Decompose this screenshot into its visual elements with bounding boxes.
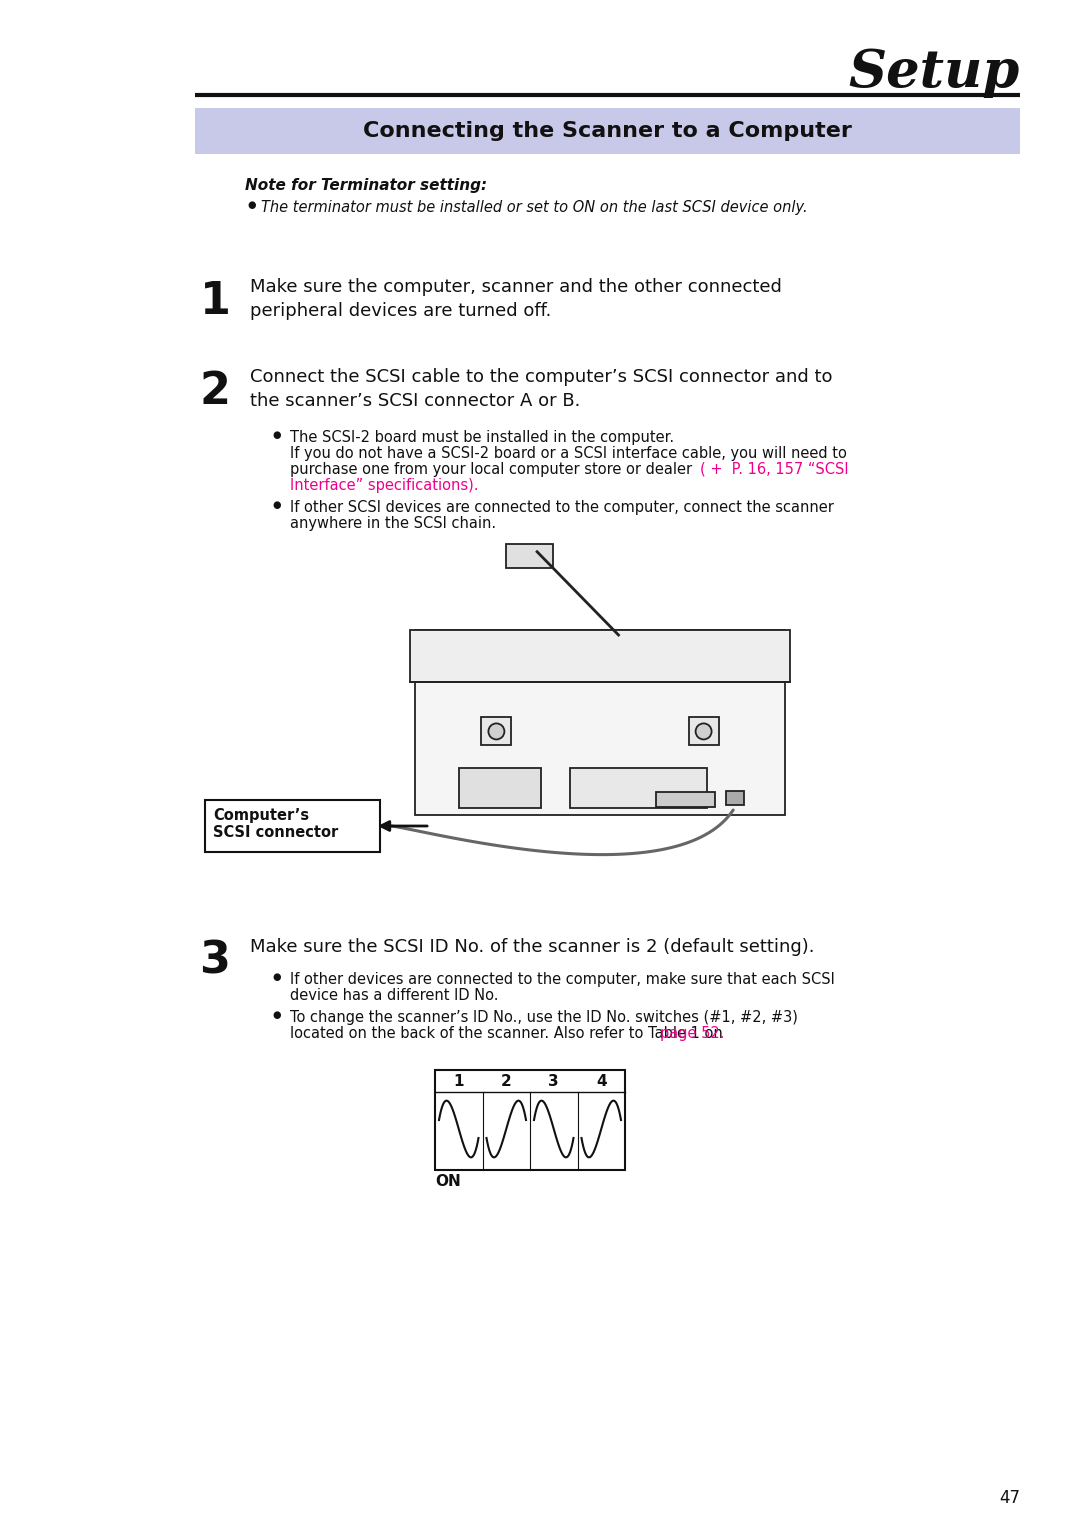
Text: ON: ON: [435, 1174, 461, 1189]
Text: 3: 3: [200, 940, 230, 983]
Text: Make sure the computer, scanner and the other connected: Make sure the computer, scanner and the …: [249, 278, 782, 296]
Text: Make sure the SCSI ID No. of the scanner is 2 (default setting).: Make sure the SCSI ID No. of the scanner…: [249, 938, 814, 957]
Text: To change the scanner’s ID No., use the ID No. switches (#1, #2, #3): To change the scanner’s ID No., use the …: [291, 1010, 798, 1025]
Text: the scanner’s SCSI connector A or B.: the scanner’s SCSI connector A or B.: [249, 393, 580, 410]
Text: ●: ●: [247, 200, 256, 209]
FancyBboxPatch shape: [689, 718, 718, 746]
Text: ●: ●: [272, 500, 281, 510]
Circle shape: [488, 723, 504, 740]
Text: purchase one from your local computer store or dealer: purchase one from your local computer st…: [291, 461, 697, 477]
Bar: [415, 630, 785, 814]
FancyBboxPatch shape: [482, 718, 512, 746]
Text: Interface” specifications).: Interface” specifications).: [291, 478, 478, 494]
Text: 1: 1: [454, 1074, 464, 1089]
Text: ( +  P. 16, 157 “SCSI: ( + P. 16, 157 “SCSI: [700, 461, 849, 477]
Bar: [726, 792, 744, 805]
Text: Connect the SCSI cable to the computer’s SCSI connector and to: Connect the SCSI cable to the computer’s…: [249, 368, 833, 387]
Text: If other SCSI devices are connected to the computer, connect the scanner: If other SCSI devices are connected to t…: [291, 500, 834, 515]
Text: page 52.: page 52.: [660, 1025, 725, 1041]
Bar: [410, 630, 789, 681]
Text: 3: 3: [549, 1074, 559, 1089]
Bar: [195, 108, 1020, 154]
Text: ●: ●: [272, 1010, 281, 1021]
Text: Note for Terminator setting:: Note for Terminator setting:: [245, 177, 487, 193]
Bar: [656, 792, 715, 807]
Bar: [570, 769, 707, 808]
Bar: [459, 769, 541, 808]
Bar: [205, 801, 380, 853]
Text: 4: 4: [596, 1074, 607, 1089]
Text: peripheral devices are turned off.: peripheral devices are turned off.: [249, 303, 552, 319]
Text: SCSI connector: SCSI connector: [213, 825, 338, 840]
Text: 2: 2: [200, 370, 230, 413]
Text: 47: 47: [999, 1488, 1020, 1507]
Text: device has a different ID No.: device has a different ID No.: [291, 989, 499, 1002]
Bar: [435, 1070, 625, 1170]
Text: Setup: Setup: [849, 46, 1020, 98]
Text: If you do not have a SCSI-2 board or a SCSI interface cable, you will need to: If you do not have a SCSI-2 board or a S…: [291, 446, 847, 461]
Text: ●: ●: [272, 972, 281, 983]
Text: located on the back of the scanner. Also refer to Table 1 on: located on the back of the scanner. Also…: [291, 1025, 727, 1041]
Text: Connecting the Scanner to a Computer: Connecting the Scanner to a Computer: [363, 121, 852, 141]
Text: 2: 2: [501, 1074, 512, 1089]
Circle shape: [696, 723, 712, 740]
Text: 1: 1: [200, 280, 230, 322]
FancyBboxPatch shape: [507, 544, 553, 568]
Text: ●: ●: [272, 429, 281, 440]
Text: If other devices are connected to the computer, make sure that each SCSI: If other devices are connected to the co…: [291, 972, 835, 987]
Text: The terminator must be installed or set to ON on the last SCSI device only.: The terminator must be installed or set …: [261, 200, 808, 215]
Text: The SCSI-2 board must be installed in the computer.: The SCSI-2 board must be installed in th…: [291, 429, 674, 445]
Text: Computer’s: Computer’s: [213, 808, 309, 824]
Text: anywhere in the SCSI chain.: anywhere in the SCSI chain.: [291, 516, 496, 532]
